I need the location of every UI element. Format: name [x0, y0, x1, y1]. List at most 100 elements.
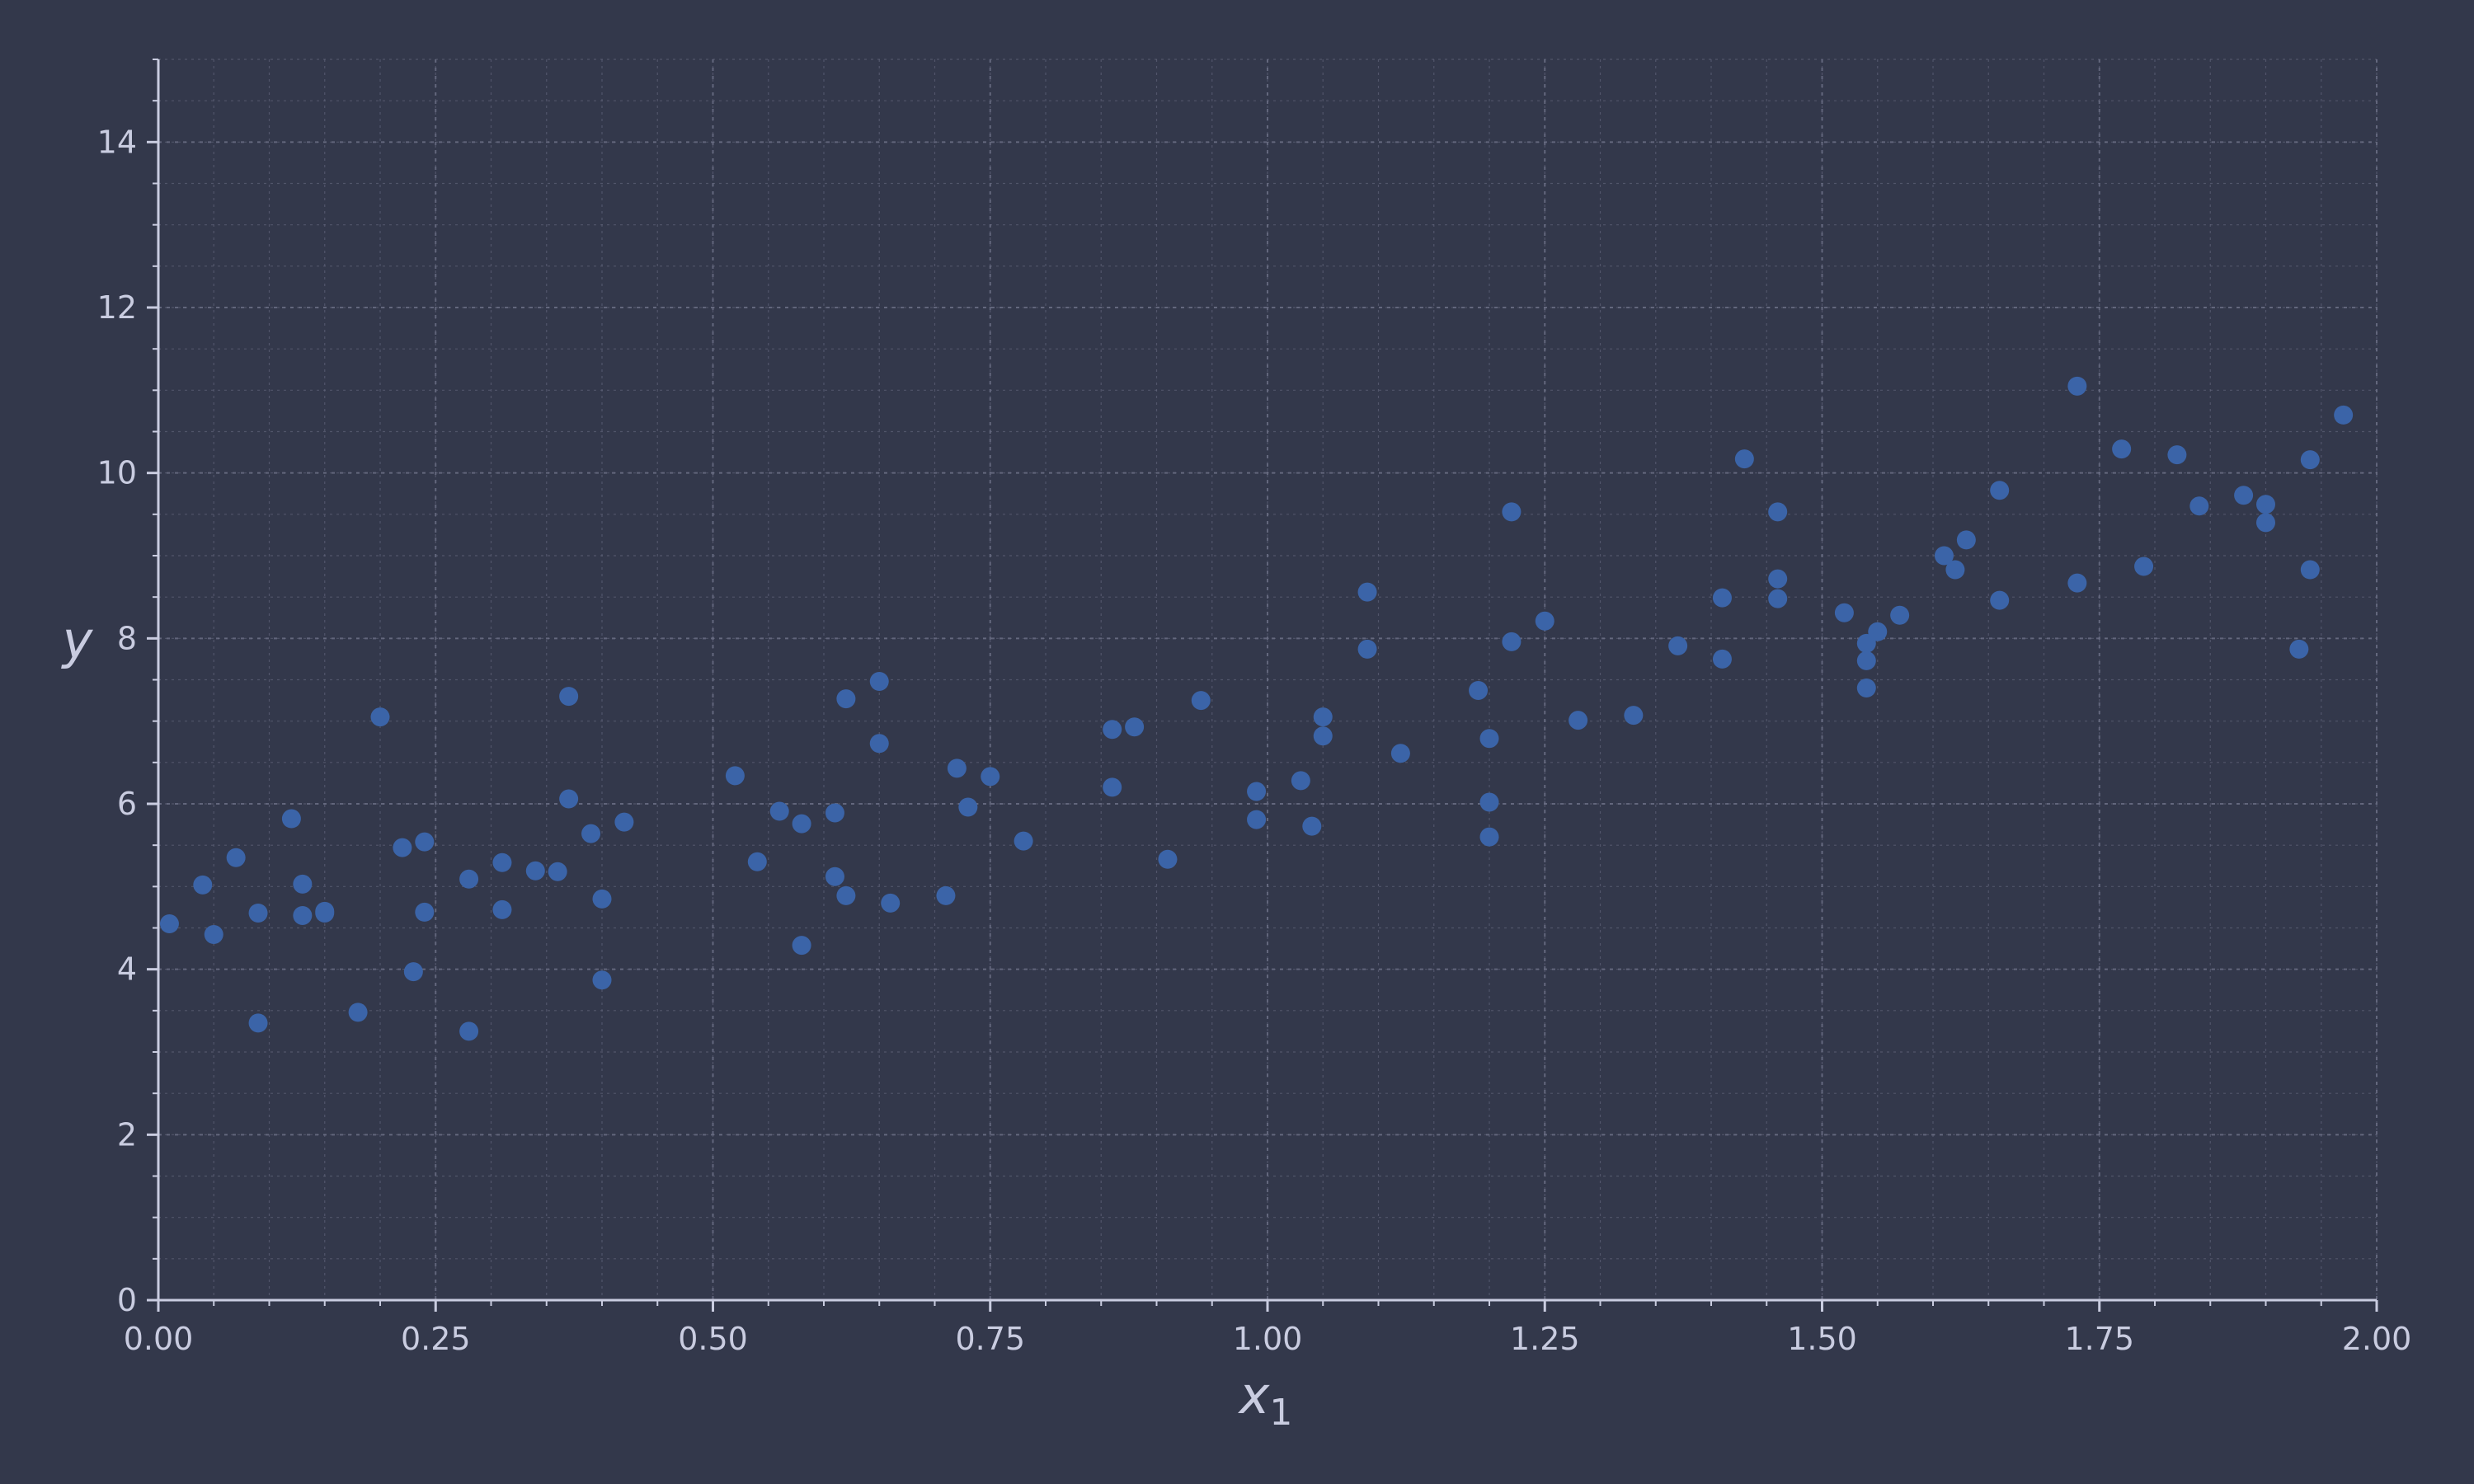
data-point — [2067, 573, 2087, 593]
data-point — [581, 824, 601, 843]
axes — [147, 59, 2378, 1312]
data-point — [1856, 650, 1876, 670]
data-point — [1624, 706, 1644, 726]
x-tick-label: 0.25 — [401, 1321, 471, 1357]
x-tick-label: 2.00 — [2342, 1321, 2412, 1357]
data-point — [1569, 711, 1588, 730]
data-point — [548, 862, 567, 881]
y-tick-labels: 0 2 4 6 8 10 12 14 — [97, 124, 137, 1318]
data-point — [881, 893, 901, 913]
data-point — [415, 902, 435, 922]
data-point — [2256, 495, 2275, 514]
data-point — [836, 689, 856, 709]
data-point — [1357, 639, 1377, 659]
data-point — [315, 901, 335, 921]
y-tick-label: 2 — [117, 1116, 137, 1153]
data-point — [592, 889, 612, 909]
data-point — [2300, 560, 2320, 580]
data-point — [248, 903, 268, 923]
x-tick-label: 1.75 — [2064, 1321, 2134, 1357]
data-point — [1956, 530, 1976, 550]
data-point — [370, 707, 390, 727]
data-point — [2189, 496, 2209, 516]
data-point — [559, 789, 579, 809]
data-point — [1158, 849, 1178, 869]
x-axis-label-subscript: 1 — [1269, 1392, 1292, 1434]
data-point — [825, 866, 844, 886]
data-point — [981, 767, 1000, 787]
data-point — [348, 1003, 368, 1022]
data-point — [281, 809, 301, 829]
data-point — [1302, 816, 1322, 836]
data-point — [1768, 589, 1788, 608]
data-point — [559, 687, 579, 707]
data-point — [792, 936, 811, 956]
data-point — [1502, 632, 1522, 651]
data-point — [2067, 376, 2087, 396]
x-tick-label: 0.00 — [124, 1321, 194, 1357]
data-point — [1734, 449, 1754, 469]
data-point — [1668, 636, 1688, 655]
y-tick-label: 4 — [117, 951, 137, 988]
x-tick-label: 1.00 — [1233, 1321, 1303, 1357]
data-point — [248, 1013, 268, 1033]
data-point — [1890, 605, 1910, 625]
data-point — [947, 758, 967, 778]
data-point — [1535, 611, 1554, 631]
data-point — [2112, 439, 2132, 459]
y-tick-label: 6 — [117, 786, 137, 822]
data-point — [2334, 405, 2354, 425]
data-point — [2300, 450, 2320, 470]
x-tick-label: 0.50 — [678, 1321, 748, 1357]
data-point — [1856, 679, 1876, 698]
y-tick-label: 12 — [97, 289, 137, 326]
data-point — [415, 832, 435, 852]
data-point — [1103, 777, 1122, 797]
data-point — [1357, 582, 1377, 602]
data-point — [1934, 546, 1954, 566]
x-axis-label: x1 — [1238, 1365, 1293, 1434]
data-point — [1313, 726, 1333, 746]
data-point — [159, 913, 179, 933]
x-tick-label: 0.75 — [955, 1321, 1025, 1357]
data-point — [459, 1021, 479, 1041]
data-point — [1990, 590, 2010, 610]
data-point — [2134, 556, 2154, 576]
data-point — [1868, 622, 1888, 641]
data-point — [2234, 486, 2254, 505]
data-point — [1768, 569, 1788, 589]
data-point — [1990, 481, 2010, 500]
data-point — [1313, 707, 1333, 727]
x-axis-label-main: x — [1238, 1365, 1271, 1425]
data-point — [836, 885, 856, 905]
data-point — [2289, 639, 2309, 659]
data-point — [204, 925, 223, 945]
data-point — [492, 852, 512, 872]
data-point — [459, 869, 479, 889]
y-axis-label: y — [61, 610, 94, 670]
y-tick-label: 0 — [117, 1282, 137, 1318]
data-point — [403, 962, 423, 982]
data-point — [193, 875, 213, 895]
data-point — [1191, 691, 1211, 711]
data-point — [2256, 513, 2275, 533]
data-point — [958, 797, 978, 817]
data-point — [525, 861, 545, 881]
data-point — [393, 838, 412, 857]
x-tick-label: 1.50 — [1787, 1321, 1857, 1357]
data-point — [769, 801, 789, 821]
data-point — [293, 905, 313, 925]
data-point — [825, 803, 844, 823]
data-point — [869, 672, 889, 692]
data-point — [1479, 729, 1499, 749]
data-point — [2167, 445, 2187, 465]
data-point — [1291, 771, 1310, 791]
data-point — [1247, 782, 1267, 801]
x-tick-labels: 0.00 0.25 0.50 0.75 1.00 1.25 1.50 1.75 2.00 — [124, 1321, 2412, 1357]
data-point — [747, 852, 767, 871]
data-point — [792, 814, 811, 834]
grid — [158, 59, 2378, 1301]
x-tick-label: 1.25 — [1510, 1321, 1580, 1357]
